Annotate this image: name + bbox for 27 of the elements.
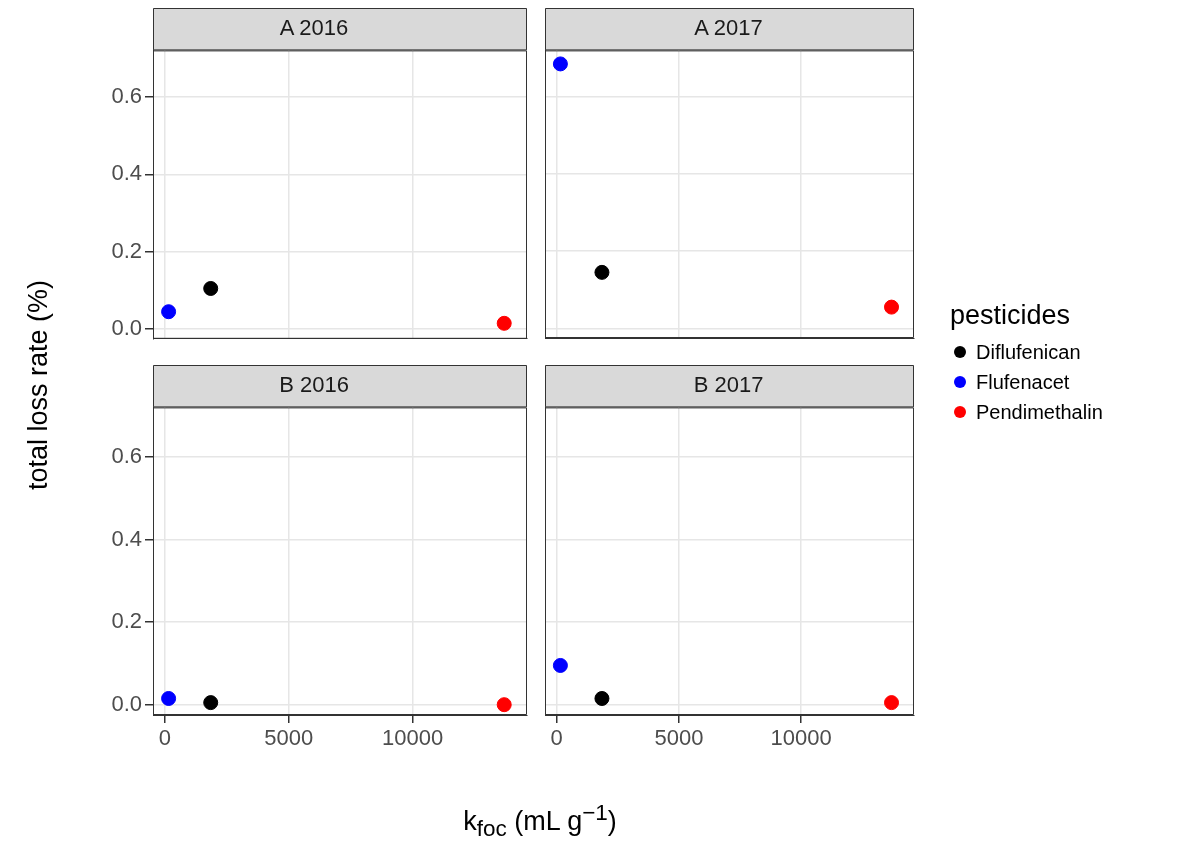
x-axis-title: k$_{foc}$ (mL g$^{−1}$) (463, 800, 617, 843)
point (203, 280, 219, 296)
x-tick-label: 0 (550, 725, 563, 751)
y-tick-label: 0.6 (111, 443, 142, 469)
x-tick-label: 10000 (381, 725, 444, 751)
chart-title: B 2017 (693, 372, 764, 398)
legend-label: Diflufenican (976, 340, 1081, 364)
x-tick-label: 5000 (264, 725, 314, 751)
y-tick-label: 0.6 (111, 82, 142, 108)
y-tick-label: 0.0 (111, 315, 142, 341)
chart-title: B 2016 (279, 372, 349, 398)
point (161, 304, 177, 320)
chart-title: A 2016 (279, 15, 349, 41)
y-tick-label: 0.4 (111, 160, 142, 186)
x-tick-label: 10000 (770, 725, 832, 751)
x-tick-label: 5000 (654, 725, 704, 751)
y-tick-label: 0.2 (111, 608, 142, 634)
chart-title: A 2017 (694, 15, 763, 41)
y-tick-label: 0.2 (111, 237, 142, 263)
y-axis-title: total loss rate (%) (22, 279, 54, 491)
point (496, 315, 512, 331)
legend-label: Flufenacet (976, 370, 1070, 394)
y-tick-label: 0.0 (111, 690, 142, 716)
legend-title: pesticides (950, 300, 1072, 331)
legend-label: Pendimethalin (976, 400, 1103, 424)
y-tick-label: 0.4 (111, 525, 142, 551)
x-tick-label: 0 (158, 725, 172, 751)
